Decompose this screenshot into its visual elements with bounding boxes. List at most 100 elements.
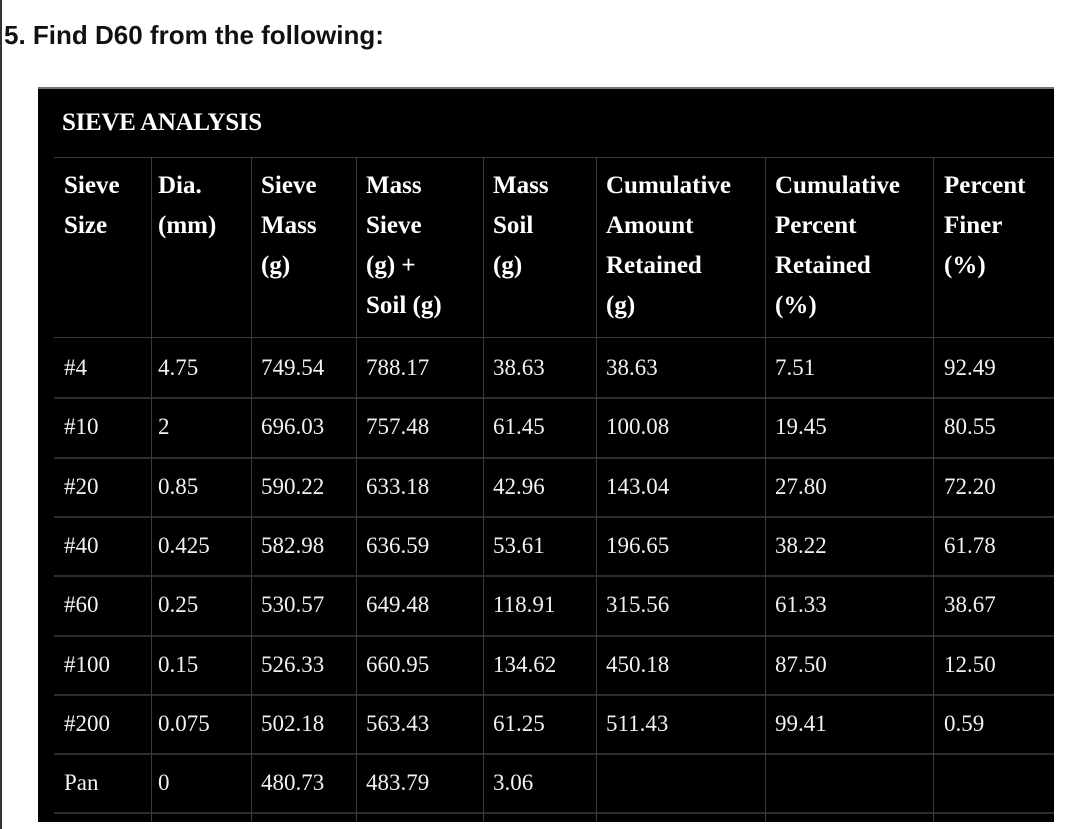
cell-sieve-mass: 502.18 [261,710,325,736]
header-cumulative-percent-retained: Cumulative Percent Retained (%) [775,166,900,326]
cell-sieve-size: #40 [64,532,99,558]
header-sieve-size: Sieve Size [64,166,120,246]
cell-cumulative-percent-retained: 7.51 [775,355,816,380]
header-line: Percent [775,212,857,239]
cell-sieve-size: #20 [64,473,99,499]
cell-mass-soil: 61.25 [493,710,545,736]
cell-sieve-mass: 526.33 [261,651,325,677]
header-cumulative-retained: Cumulative Amount Retained (g) [606,166,731,326]
left-margin-rule [0,0,2,829]
row-separator [54,456,1054,459]
cell-cumulative-retained: 143.04 [606,473,670,499]
cell-diameter: 0.85 [158,473,199,499]
cell-sieve-mass: 590.22 [261,473,325,499]
cell-mass-sieve-soil: 563.43 [366,710,430,736]
cell-sieve-size: #100 [64,651,110,677]
row-separator [54,753,1054,756]
cell-diameter: 0.425 [158,532,210,558]
row-separator [54,397,1054,400]
cell-sieve-size: #4 [64,355,87,380]
header-sieve-mass: Sieve Mass (g) [261,166,317,286]
cell-mass-soil: 61.45 [493,414,545,440]
cell-sieve-mass: 582.98 [261,532,325,558]
header-mass-sieve-soil: Mass Sieve (g) + Soil (g) [366,166,442,326]
cell-cumulative-percent-retained: 19.45 [775,414,827,440]
header-line: (g) [493,252,523,279]
cell-cumulative-retained: 100.08 [606,414,670,440]
column-separator [933,157,934,822]
cell-diameter: 0.15 [158,651,199,677]
cell-mass-sieve-soil: 788.17 [366,355,430,380]
cell-cumulative-percent-retained: 87.50 [775,651,827,677]
header-line: Soil (g) [366,292,442,319]
header-line: Amount [606,212,694,239]
cell-mass-soil: 42.96 [493,473,545,499]
header-line: Cumulative [606,172,731,199]
cell-sieve-size: #60 [64,592,99,618]
header-line: Finer [944,212,1003,239]
row-separator [54,515,1054,518]
row-separator [54,812,1054,815]
cell-cumulative-retained: 450.18 [606,651,670,677]
header-line: Retained [775,252,871,279]
header-line: (%) [775,292,817,319]
cell-cumulative-retained: 38.63 [606,355,658,380]
cell-cumulative-retained: 511.43 [606,710,669,736]
cell-cumulative-percent-retained: 99.41 [775,710,827,736]
header-percent-finer: Percent Finer (%) [944,166,1025,286]
header-line: Sieve [64,172,120,199]
sieve-analysis-table: SIEVE ANALYSIS Sieve Size Dia. (mm) Sieve Mas… [38,89,1054,822]
cell-mass-sieve-soil: 483.79 [366,770,430,796]
cell-diameter: 2 [158,414,170,440]
cell-cumulative-retained: 196.65 [606,532,670,558]
cell-percent-finer: 0.59 [944,710,985,736]
cell-percent-finer: 61.78 [944,532,996,558]
cell-cumulative-percent-retained: 38.22 [775,532,827,558]
cell-sieve-mass: 749.54 [261,355,325,380]
row-separator [54,693,1054,696]
cell-sieve-size: #10 [64,414,99,440]
cell-percent-finer: 72.20 [944,473,996,499]
cell-mass-soil: 134.62 [493,651,557,677]
header-separator [54,337,1054,338]
cell-diameter: 0 [158,770,170,796]
header-mass-soil: Mass Soil (g) [493,166,549,286]
row-separator [54,575,1054,578]
cell-mass-sieve-soil: 636.59 [366,532,430,558]
question-text: 5. Find D60 from the following: [4,20,384,50]
column-separator [765,157,766,822]
header-diameter: Dia. (mm) [158,166,216,246]
column-separator [356,157,357,822]
header-line: Mass [261,212,317,239]
cell-mass-sieve-soil: 660.95 [366,651,430,677]
cell-diameter: 4.75 [158,355,199,380]
cell-mass-soil: 53.61 [493,532,545,558]
header-line: Size [64,212,108,239]
cell-cumulative-percent-retained: 27.80 [775,473,827,499]
header-line: Sieve [366,212,422,239]
table-title: SIEVE ANALYSIS [62,109,262,136]
cell-sieve-size: #200 [64,710,110,736]
cell-percent-finer: 80.55 [944,414,996,440]
header-line: Mass [366,172,422,199]
header-line: Mass [493,172,549,199]
row-separator [54,634,1054,637]
column-separator [251,157,252,822]
header-line: (g) + [366,252,416,279]
header-line: (g) [606,292,636,319]
cell-cumulative-retained: 315.56 [606,592,670,618]
cell-mass-sieve-soil: 649.48 [366,592,430,618]
header-line: Percent [944,172,1026,199]
header-line: Dia. [158,172,202,199]
cell-diameter: 0.25 [158,592,199,618]
column-separator [483,157,484,822]
header-line: Sieve [261,172,317,199]
cell-cumulative-percent-retained: 61.33 [775,592,827,618]
cell-sieve-mass: 480.73 [261,770,325,796]
column-separator [151,157,152,822]
column-separator [596,157,597,822]
cell-sieve-mass: 530.57 [261,592,325,618]
cell-percent-finer: 92.49 [944,355,996,380]
cell-sieve-mass: 696.03 [261,414,325,440]
cell-mass-soil: 38.63 [493,355,545,380]
